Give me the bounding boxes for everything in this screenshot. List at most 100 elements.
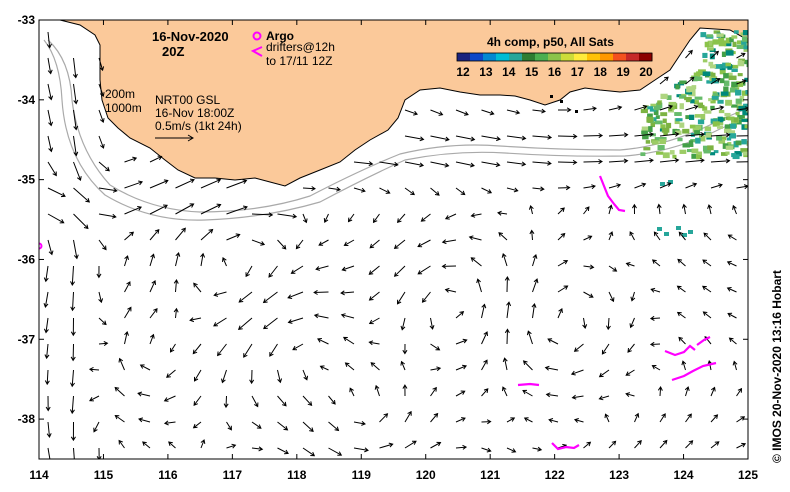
current-arrow <box>173 307 179 319</box>
sst-pixel <box>674 112 682 116</box>
colorbar-tick-label: 20 <box>639 65 653 79</box>
current-arrow <box>404 135 425 142</box>
current-arrow <box>328 186 341 192</box>
sst-pixel <box>725 145 733 150</box>
current-arrow <box>634 412 640 423</box>
current-arrow <box>137 391 151 397</box>
sst-pixel <box>742 151 748 156</box>
land-mass <box>39 20 748 187</box>
current-arrow <box>557 207 565 215</box>
y-tick-label: -34 <box>18 93 36 107</box>
current-arrow <box>44 369 50 386</box>
current-arrow <box>430 441 442 449</box>
current-arrow <box>430 412 439 423</box>
current-arrow <box>532 134 553 140</box>
current-arrow <box>98 83 105 98</box>
current-arrow <box>681 203 687 215</box>
current-arrow <box>678 336 686 345</box>
current-arrow <box>710 132 731 138</box>
sst-pixel <box>726 137 732 141</box>
current-arrow <box>455 109 469 116</box>
y-tick-label: -33 <box>18 13 36 27</box>
current-arrow <box>504 276 510 293</box>
sst-pixel <box>698 69 706 74</box>
current-arrow <box>200 228 214 241</box>
sst-pixel <box>718 109 725 114</box>
current-arrow <box>421 291 431 303</box>
credit-label: © IMOS 20-Nov-2020 13:16 Hobart <box>770 270 784 463</box>
sst-pixel <box>738 106 747 112</box>
current-arrow <box>455 135 476 142</box>
sst-pixel <box>700 113 706 120</box>
current-arrow <box>124 206 142 215</box>
current-arrow <box>193 395 202 406</box>
drifter-track <box>664 344 696 357</box>
current-arrow <box>583 441 592 449</box>
current-arrow <box>481 109 495 116</box>
sst-pixel <box>712 39 719 45</box>
current-arrow <box>73 187 91 203</box>
current-arrow <box>528 204 534 215</box>
sst-pixel <box>729 37 734 43</box>
current-arrow <box>506 135 527 141</box>
current-arrow <box>213 317 227 327</box>
current-arrow <box>169 343 176 353</box>
sst-pixel <box>662 152 670 159</box>
sst-pixel <box>702 106 708 111</box>
current-arrow <box>226 233 241 241</box>
current-arrow <box>659 76 669 85</box>
sst-pixel <box>657 145 665 151</box>
current-arrow <box>676 311 686 319</box>
current-arrow <box>608 132 629 138</box>
current-arrow <box>659 182 672 189</box>
current-arrow <box>522 389 533 397</box>
current-arrow <box>166 369 176 378</box>
current-arrow <box>353 447 369 453</box>
current-arrow <box>292 343 304 351</box>
sst-pixel <box>679 149 687 154</box>
current-arrow <box>73 239 79 260</box>
colorbar-frame <box>456 52 653 62</box>
current-arrow <box>650 287 661 293</box>
current-arrow <box>328 447 343 456</box>
sst-pixel <box>740 148 748 152</box>
current-arrow <box>608 440 617 449</box>
sst-pixel <box>724 112 731 117</box>
current-arrow <box>149 253 155 267</box>
sst-pixel <box>732 64 739 69</box>
sst-pixel <box>728 133 737 139</box>
sst-pixel <box>697 102 704 107</box>
current-arrow <box>149 280 156 293</box>
current-arrow <box>703 232 712 241</box>
current-arrow <box>736 442 747 449</box>
sst-pixel <box>704 41 709 48</box>
current-arrow <box>404 187 415 196</box>
current-arrow <box>98 213 117 219</box>
sst-pixel <box>750 57 756 63</box>
sst-pixel <box>742 30 748 36</box>
current-arrow <box>417 239 431 248</box>
current-arrow <box>430 161 450 168</box>
sst-pixel <box>692 127 700 132</box>
current-arrow <box>651 365 661 371</box>
current-arrow <box>557 133 578 139</box>
sst-pixel <box>702 59 708 63</box>
plot-frame <box>38 19 749 460</box>
current-arrow <box>523 417 533 423</box>
sst-pixel <box>737 114 745 120</box>
current-arrow <box>629 231 635 241</box>
current-arrow <box>634 439 642 449</box>
sst-pixel <box>741 90 748 96</box>
current-arrow <box>557 285 569 293</box>
sst-pixel <box>709 64 717 69</box>
sst-pixel <box>699 135 706 142</box>
current-vectors <box>43 31 748 459</box>
current-arrow <box>625 392 635 397</box>
current-arrow <box>200 252 206 267</box>
sst-pixel <box>725 50 734 56</box>
current-arrow <box>710 105 725 111</box>
current-arrow <box>736 161 748 163</box>
sst-pixel <box>737 73 743 77</box>
current-arrow <box>625 369 635 376</box>
sst-pixel <box>677 137 683 142</box>
